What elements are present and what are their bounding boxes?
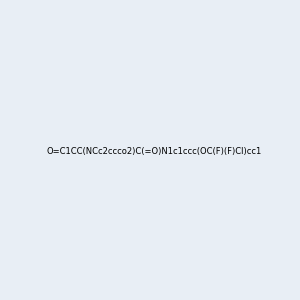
Text: O=C1CC(NCc2ccco2)C(=O)N1c1ccc(OC(F)(F)Cl)cc1: O=C1CC(NCc2ccco2)C(=O)N1c1ccc(OC(F)(F)Cl… bbox=[46, 147, 261, 156]
